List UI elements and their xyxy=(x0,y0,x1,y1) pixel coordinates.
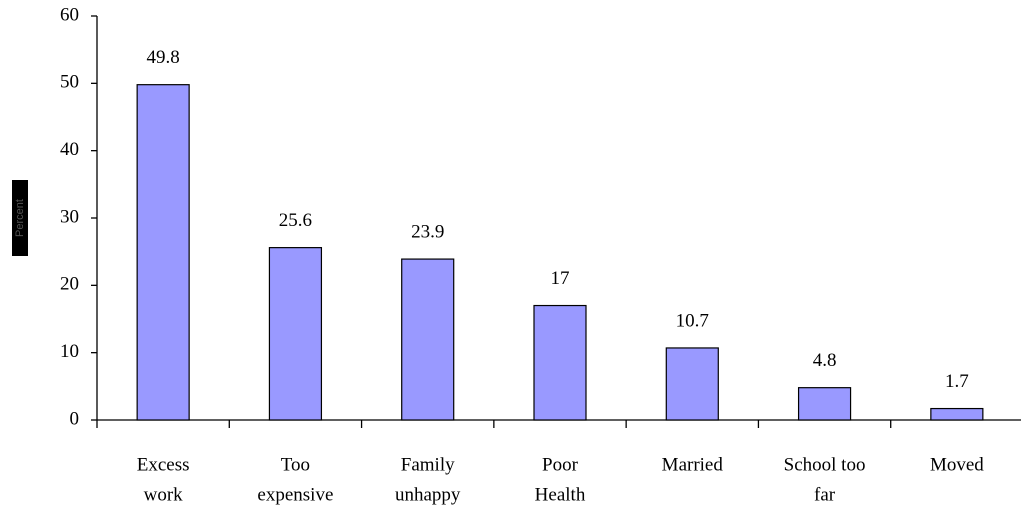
x-tick-label: Family xyxy=(401,454,455,475)
y-tick-label: 20 xyxy=(60,274,79,295)
y-tick-label: 10 xyxy=(60,341,79,362)
x-tick-label: Married xyxy=(662,454,724,475)
y-tick-label: 30 xyxy=(60,206,79,227)
y-tick-label: 0 xyxy=(70,408,80,429)
bar xyxy=(136,84,190,421)
x-tick-label: Moved xyxy=(930,454,984,475)
y-tick-label: 40 xyxy=(60,139,79,160)
x-tick-label: work xyxy=(144,484,184,505)
value-label: 10.7 xyxy=(676,310,709,331)
y-tick-label: 60 xyxy=(60,4,79,25)
bar xyxy=(797,387,852,421)
x-tick-label: School too xyxy=(784,454,866,475)
value-label: 25.6 xyxy=(279,210,312,231)
x-tick-label: Excess xyxy=(137,454,190,475)
x-tick-label: far xyxy=(814,484,836,505)
bar xyxy=(268,247,323,421)
y-label-box xyxy=(12,180,28,256)
x-tick-label: unhappy xyxy=(395,484,461,505)
value-label: 49.8 xyxy=(147,47,180,68)
bar xyxy=(533,304,587,421)
value-label: 4.8 xyxy=(813,350,837,371)
x-tick-label: expensive xyxy=(257,484,333,505)
value-label: 17 xyxy=(551,268,570,289)
bar xyxy=(401,258,455,421)
value-label: 23.9 xyxy=(411,221,444,242)
y-tick-label: 50 xyxy=(60,72,79,93)
x-tick-label: Health xyxy=(535,484,586,505)
x-tick-label: Too xyxy=(281,454,310,475)
bar xyxy=(665,347,719,421)
bar xyxy=(930,407,984,421)
value-label: 1.7 xyxy=(945,371,969,392)
x-tick-label: Poor xyxy=(542,454,579,475)
y-axis-label: Percent xyxy=(14,199,26,237)
